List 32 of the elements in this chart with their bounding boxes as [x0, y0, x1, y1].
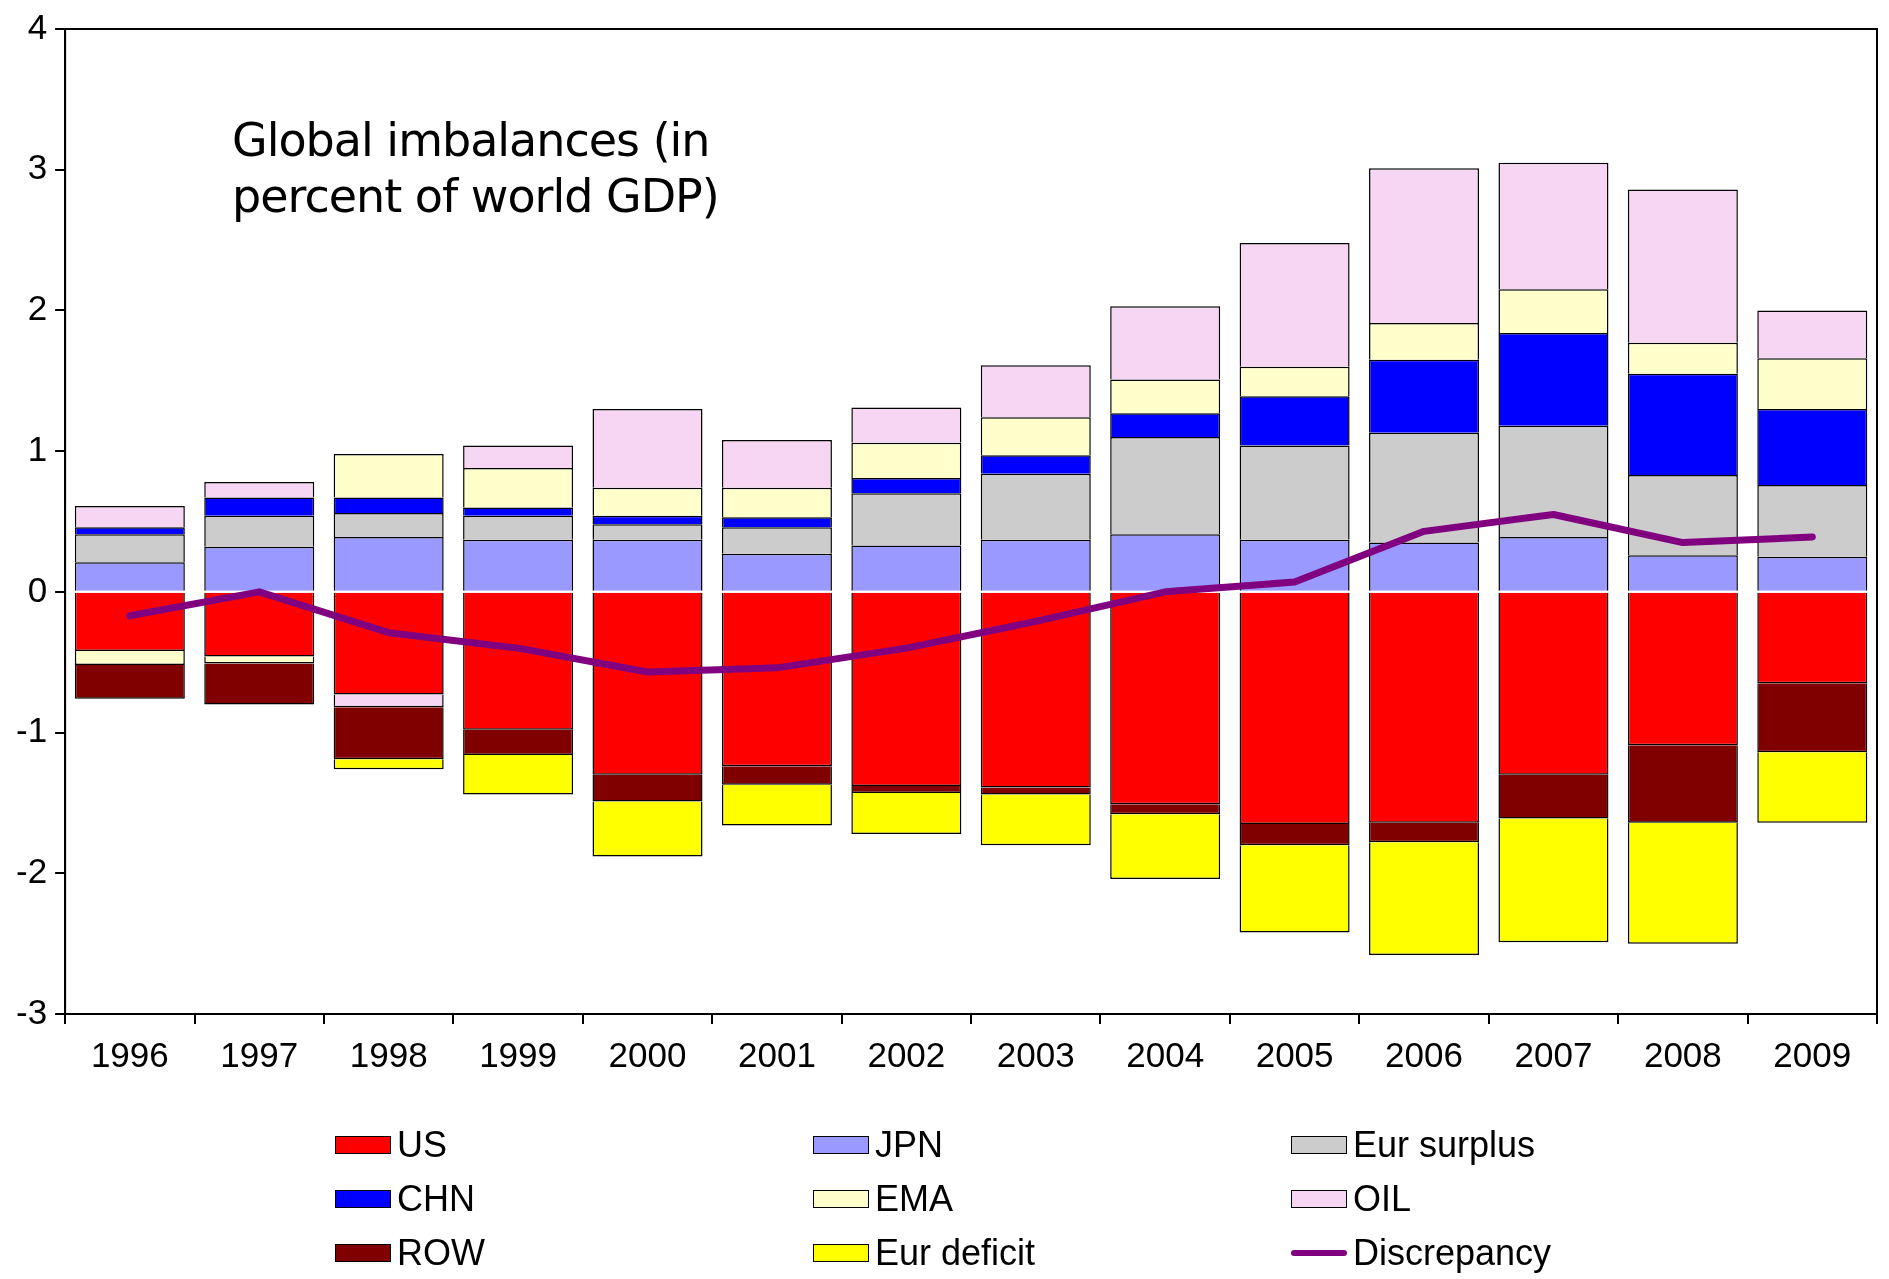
y-tick-label: 3 — [27, 147, 48, 187]
legend-label: OIL — [1353, 1178, 1412, 1220]
y-tick-label: 4 — [27, 6, 48, 46]
legend-label: Eur deficit — [875, 1232, 1036, 1274]
x-tick-label: 2003 — [996, 1034, 1075, 1074]
legend-label: CHN — [397, 1178, 475, 1220]
legend-label: JPN — [875, 1124, 944, 1166]
x-tick-label: 2009 — [1773, 1034, 1852, 1074]
legend-label: ROW — [397, 1232, 485, 1274]
legend-label: EMA — [875, 1178, 954, 1220]
text: Global imbalances (in percent of world GDP) — [232, 112, 720, 224]
y-tick-label: -1 — [16, 710, 48, 750]
x-tick-label: 2001 — [737, 1034, 816, 1074]
x-tick-label: 1998 — [349, 1034, 428, 1074]
legend-label: US — [397, 1124, 448, 1166]
legend-label: Eur surplus — [1353, 1124, 1536, 1166]
y-tick-label: 2 — [27, 288, 48, 328]
x-tick-label: 2002 — [867, 1034, 946, 1074]
x-tick-label: 2008 — [1643, 1034, 1722, 1074]
x-tick-label: 2006 — [1385, 1034, 1463, 1074]
y-tick-label: 1 — [27, 428, 48, 468]
x-tick-label: 1997 — [220, 1034, 299, 1074]
x-tick-label: 2000 — [608, 1034, 687, 1074]
x-tick-label: 2004 — [1126, 1034, 1205, 1074]
y-tick-label: -3 — [16, 991, 48, 1031]
y-tick-label: 0 — [27, 569, 48, 609]
y-tick-label: -2 — [16, 850, 48, 890]
x-tick-label: 2005 — [1255, 1034, 1334, 1074]
x-tick-label: 1999 — [479, 1034, 558, 1074]
x-tick-label: 2007 — [1514, 1034, 1593, 1074]
legend-label: Discrepancy — [1353, 1232, 1552, 1274]
x-tick-label: 1996 — [90, 1034, 169, 1074]
